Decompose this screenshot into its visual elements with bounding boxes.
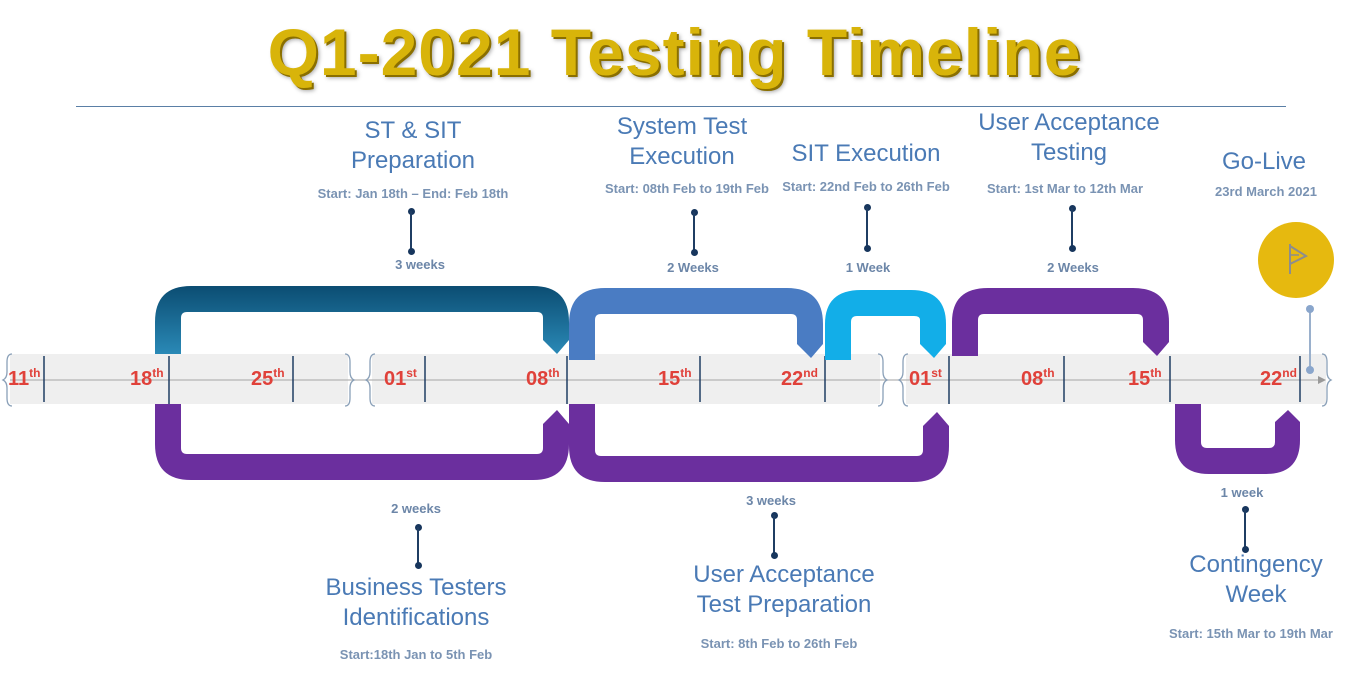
arch-system-test <box>569 288 823 360</box>
timeline-band <box>10 354 1326 404</box>
phase-uat: User Acceptance Testing <box>959 108 1179 168</box>
connector-line <box>1071 208 1073 248</box>
phase-title: System Test Execution <box>616 113 748 170</box>
tick-label: 15th <box>658 366 692 390</box>
phase-sit-exec: SIT Execution <box>776 139 956 169</box>
connector-line <box>417 527 419 565</box>
tick-label: 11th <box>8 366 41 390</box>
arch-contingency <box>1175 404 1300 474</box>
phase-dates: Start: 1st Mar to 12th Mar <box>986 181 1144 196</box>
phase-dates: Start: 08th Feb to 19th Feb <box>605 181 769 196</box>
page-title: Q1-2021 Testing Timeline <box>267 15 1082 89</box>
connector-dot <box>1242 546 1249 553</box>
connector-dot <box>1069 245 1076 252</box>
phase-title: Go-Live <box>1221 148 1307 175</box>
connector-dot <box>415 562 422 569</box>
arch-bt-ident <box>155 404 569 480</box>
phase-title: SIT Execution <box>791 140 941 167</box>
phase-duration: 3 weeks <box>395 257 445 272</box>
phase-dates: Start: 22nd Feb to 26th Feb <box>782 179 950 194</box>
connector-dot <box>408 248 415 255</box>
tick-label: 08th <box>1021 366 1055 390</box>
phase-contingency: Contingency Week <box>1161 550 1349 610</box>
arch-sit-exec <box>825 290 946 360</box>
connector-line <box>866 207 868 247</box>
tick-label: 22nd <box>781 366 818 390</box>
phase-duration: 1 week <box>1220 485 1264 500</box>
phase-duration: 3 weeks <box>746 493 796 508</box>
arch-uat-prep <box>569 404 949 482</box>
golive-badge <box>1258 222 1334 298</box>
golive-connector-end <box>1306 366 1314 374</box>
phase-title: Business Testers Identifications <box>325 574 507 631</box>
connector-dot <box>771 552 778 559</box>
title-divider <box>76 106 1286 107</box>
tick-label: 25th <box>251 366 285 390</box>
phase-duration: 2 Weeks <box>667 260 719 275</box>
connector-line <box>410 211 412 251</box>
golive-connector-dot <box>1306 305 1314 313</box>
phase-duration: 2 weeks <box>391 501 441 516</box>
tick-label: 18th <box>130 366 164 390</box>
phase-uat-prep: User Acceptance Test Preparation <box>664 560 904 620</box>
connector-line <box>773 515 775 555</box>
phase-dates: Start:18th Jan to 5th Feb <box>339 647 493 662</box>
phase-dates: 23rd March 2021 <box>1215 184 1317 199</box>
phase-dates: Start: Jan 18th – End: Feb 18th <box>317 186 509 201</box>
phase-dates: Start: 8th Feb to 26th Feb <box>700 636 858 651</box>
flag-icon <box>1289 244 1309 274</box>
phase-duration: 2 Weeks <box>1047 260 1099 275</box>
month-braces <box>1 353 1333 407</box>
tick-label: 22nd <box>1260 366 1297 390</box>
phase-title: Contingency Week <box>1189 551 1323 608</box>
phase-bt-ident: Business Testers Identifications <box>296 573 536 633</box>
tick-label: 01st <box>384 366 417 390</box>
phase-title: User Acceptance Test Preparation <box>693 561 875 618</box>
connector-dot <box>691 249 698 256</box>
tick-label: 15th <box>1128 366 1162 390</box>
phase-title: ST & SIT Preparation <box>350 117 476 174</box>
phase-st-sit-prep: ST & SIT Preparation <box>313 116 513 176</box>
connector-dot <box>864 245 871 252</box>
connector-line <box>1244 509 1246 549</box>
tick-label: 08th <box>526 366 560 390</box>
phase-dates: Start: 15th Mar to 19th Mar <box>1169 626 1333 641</box>
tick-separators <box>43 356 1301 404</box>
arch-st-sit-prep <box>155 286 569 354</box>
tick-label: 01st <box>909 366 942 390</box>
phase-title: User Acceptance Testing <box>978 109 1160 166</box>
phase-golive: Go-Live <box>1202 147 1326 177</box>
arch-uat <box>952 288 1169 356</box>
phase-duration: 1 Week <box>845 260 891 275</box>
connector-line <box>693 212 695 252</box>
phase-system-test: System Test Execution <box>587 112 777 172</box>
